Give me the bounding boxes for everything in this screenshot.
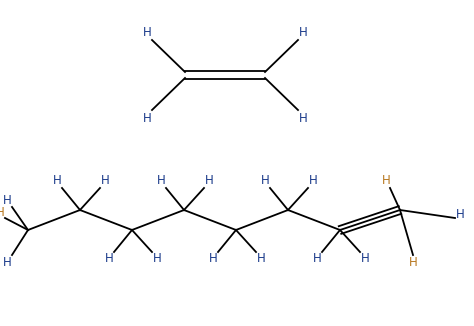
Text: H: H <box>205 174 213 187</box>
Text: H: H <box>309 174 318 187</box>
Text: H: H <box>3 194 11 206</box>
Text: H: H <box>456 208 465 220</box>
Text: H: H <box>313 253 321 265</box>
Text: H: H <box>53 174 61 187</box>
Text: H: H <box>256 253 265 265</box>
Text: H: H <box>153 253 161 265</box>
Text: H: H <box>156 174 165 187</box>
Text: H: H <box>409 257 418 270</box>
Text: H: H <box>209 253 218 265</box>
Text: H: H <box>3 256 11 269</box>
Text: H: H <box>143 111 151 125</box>
Text: H: H <box>100 174 109 187</box>
Text: H: H <box>299 25 307 38</box>
Text: H: H <box>105 253 113 265</box>
Text: H: H <box>261 174 269 187</box>
Text: H: H <box>361 253 369 265</box>
Text: H: H <box>382 174 391 187</box>
Text: H: H <box>0 206 4 219</box>
Text: H: H <box>143 25 151 38</box>
Text: H: H <box>299 111 307 125</box>
